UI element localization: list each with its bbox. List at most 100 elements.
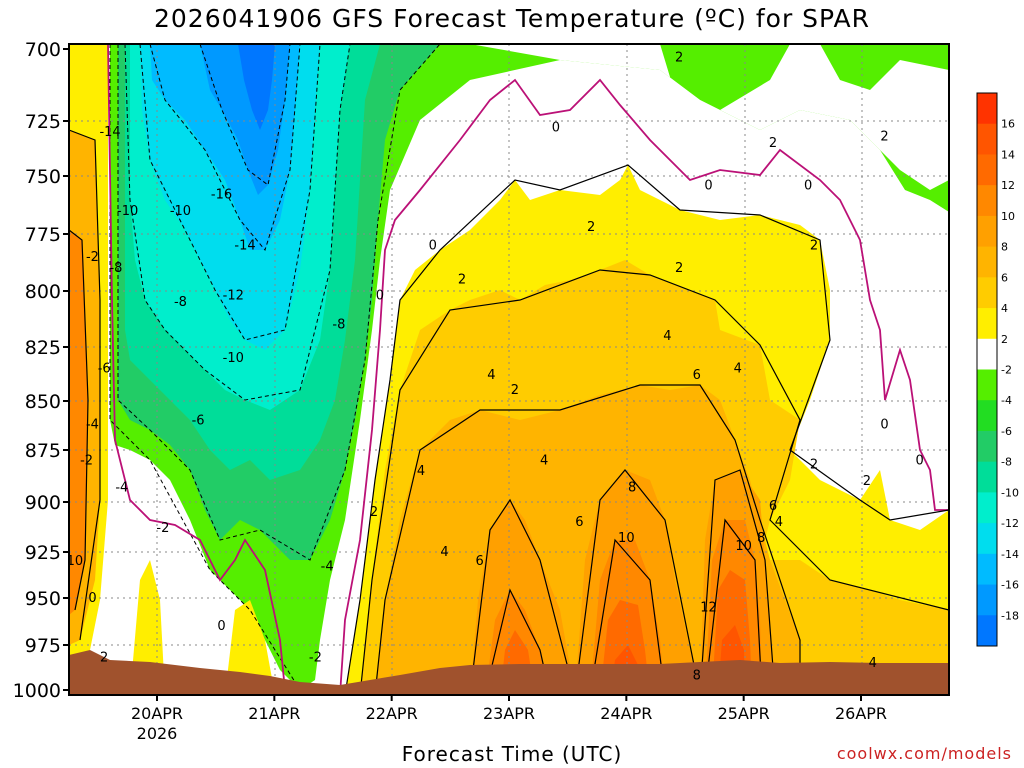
x-tick-sublabel: 2026: [137, 724, 178, 743]
contour-label: 4: [540, 453, 548, 468]
y-tick-label: 950: [25, 588, 61, 610]
chart-title: 2026041906 GFS Forecast Temperature (ºC)…: [153, 4, 870, 33]
contour-label: 2: [880, 129, 888, 144]
contour-label: -2: [80, 453, 93, 468]
x-tick-label: 23APR: [483, 704, 535, 723]
contour-label: -10: [117, 204, 138, 219]
colorbar-label: 8: [1001, 241, 1008, 254]
colorbar-label: -6: [1001, 425, 1012, 438]
y-tick-label: 750: [25, 166, 61, 188]
colorbar-label: -10: [1001, 486, 1019, 499]
colorbar-label: 14: [1001, 148, 1015, 161]
x-axis-label: Forecast Time (UTC): [401, 742, 623, 766]
contour-label: -4: [86, 418, 99, 433]
contour-label: 2: [100, 651, 108, 666]
contour-label: 6: [476, 554, 484, 569]
colorbar-swatch: [977, 400, 997, 432]
contour-label: -4: [115, 480, 128, 495]
zero-contours: [107, 44, 949, 695]
colorbar-frame: [976, 92, 998, 647]
contour-label: -2: [309, 651, 322, 666]
cold-contours: [109, 44, 441, 691]
colorbar-swatch: [977, 369, 997, 401]
contour-label: 4: [775, 515, 783, 530]
colorbar-swatch: [977, 523, 997, 555]
contour-label: -14: [234, 238, 255, 253]
colorbar-swatch: [977, 615, 997, 647]
colorbar: 16 14 12 10 8 6 4 2 -2 -4 -6 -8 -10 -12 -14 -16 -18: [976, 92, 1019, 647]
y-tick-label: 900: [25, 492, 61, 514]
y-tick-label: 1000: [13, 680, 61, 702]
colorbar-label: -12: [1001, 517, 1019, 530]
y-tick-label: 800: [25, 281, 61, 303]
contour-label: -4: [321, 560, 334, 575]
contour-label: -8: [174, 295, 187, 310]
contour-label: 4: [869, 656, 877, 671]
x-tick-label: 24APR: [600, 704, 652, 723]
colorbar-swatch: [977, 492, 997, 524]
contour-label: 4: [487, 368, 495, 383]
colorbar-swatch: [977, 277, 997, 309]
band-minus18: [238, 44, 275, 130]
zero-contour-label: 0: [916, 453, 924, 468]
credit-link[interactable]: coolwx.com/models: [836, 744, 1012, 763]
y-tick-label: 850: [25, 391, 61, 413]
contour-label: 2: [675, 261, 683, 276]
y-tick-label: 975: [25, 635, 61, 657]
contour-label: 2: [511, 383, 519, 398]
colorbar-swatch: [977, 93, 997, 125]
contour-label: 2: [370, 505, 378, 520]
contour-label: 10: [67, 554, 84, 569]
x-tick-label: 20APR: [131, 704, 183, 723]
contour-label: 6: [769, 499, 777, 514]
x-tick-label: 25APR: [718, 704, 770, 723]
contour-label: 8: [693, 669, 701, 684]
y-tick-label: 925: [25, 542, 61, 564]
surface-terrain: [69, 650, 949, 695]
colorbar-label: 10: [1001, 210, 1015, 223]
colorbar-label: 12: [1001, 179, 1015, 192]
contour-label: 2: [769, 136, 777, 151]
y-tick-label: 700: [25, 39, 61, 61]
colorbar-swatch: [977, 308, 997, 340]
y-tick-label: 725: [25, 111, 61, 133]
x-tick-label: 22APR: [366, 704, 418, 723]
contour-label: 2: [810, 238, 818, 253]
zero-contour-label: 0: [704, 178, 712, 193]
contour-label: 10: [735, 539, 752, 554]
contour-label: -8: [332, 318, 345, 333]
x-tick-label: 26APR: [835, 704, 887, 723]
zero-contour-label: 0: [376, 288, 384, 303]
colorbar-swatch: [977, 215, 997, 248]
zero-contour-label: 0: [217, 619, 225, 634]
contour-label: -6: [98, 362, 111, 377]
contour-label: 2: [863, 474, 871, 489]
contour-label: -10: [223, 351, 244, 366]
contour-label: 6: [693, 368, 701, 383]
contour-label: 4: [663, 329, 671, 344]
temperature-fill: [69, 44, 949, 695]
contour-label: -8: [109, 261, 122, 276]
colorbar-swatch: [977, 461, 997, 493]
colorbar-swatch: [977, 584, 997, 616]
contour-label: -14: [99, 125, 120, 140]
y-tick-label: 825: [25, 337, 61, 359]
contour-label: 4: [734, 362, 742, 377]
zero-contour-label: 0: [804, 178, 812, 193]
colorbar-swatch: [977, 185, 997, 217]
zero-contour-label: 0: [88, 591, 96, 606]
y-tick-label: 875: [25, 440, 61, 462]
grid: [69, 44, 949, 695]
contour-label: -2: [86, 250, 99, 265]
colorbar-label: 6: [1001, 271, 1008, 284]
contour-label: -12: [223, 288, 244, 303]
contour-label: 2: [810, 458, 818, 473]
contour-label: -16: [211, 188, 232, 203]
colorbar-swatch: [977, 154, 997, 186]
contour-label: -2: [156, 521, 169, 536]
colorbar-swatch: [977, 123, 997, 155]
contour-label: 10: [618, 531, 635, 546]
colorbar-label: 2: [1001, 333, 1008, 346]
zero-contour-label: 0: [552, 121, 560, 136]
